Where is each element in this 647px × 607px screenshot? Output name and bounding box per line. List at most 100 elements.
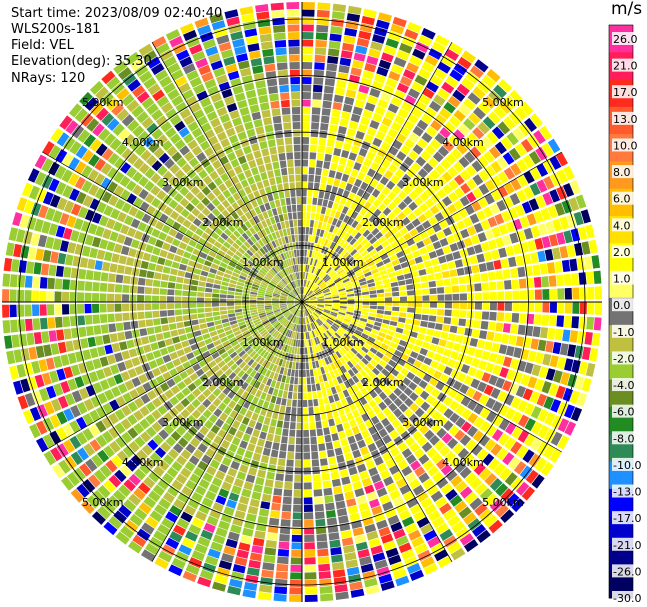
- velocity-gate: [334, 277, 341, 283]
- velocity-gate: [345, 183, 353, 192]
- velocity-gate: [303, 272, 305, 279]
- velocity-gate: [382, 197, 392, 206]
- velocity-gate: [465, 275, 474, 284]
- velocity-gate: [400, 261, 409, 269]
- velocity-gate: [488, 111, 501, 125]
- velocity-gate: [309, 297, 317, 300]
- velocity-gate: [575, 194, 587, 209]
- velocity-gate: [417, 138, 428, 149]
- velocity-gate: [309, 298, 317, 301]
- velocity-gate: [393, 89, 406, 100]
- velocity-gate: [421, 27, 436, 40]
- velocity-gate: [309, 159, 316, 167]
- velocity-gate: [315, 290, 322, 295]
- velocity-gate: [331, 292, 339, 296]
- velocity-gate: [354, 178, 363, 188]
- velocity-gate: [503, 182, 515, 195]
- velocity-gate: [434, 133, 446, 145]
- velocity-gate: [385, 38, 399, 49]
- velocity-gate: [384, 169, 394, 180]
- velocity-gate: [318, 253, 323, 261]
- velocity-gate: [349, 237, 357, 246]
- velocity-gate: [323, 289, 330, 294]
- velocity-gate: [330, 286, 337, 291]
- velocity-gate: [512, 243, 522, 255]
- velocity-gate: [363, 158, 373, 168]
- velocity-gate: [309, 220, 315, 228]
- velocity-gate: [369, 120, 380, 130]
- velocity-gate: [500, 136, 513, 150]
- velocity-gate: [470, 234, 480, 245]
- velocity-gate: [360, 77, 372, 87]
- velocity-gate: [569, 180, 581, 195]
- velocity-gate: [306, 249, 310, 257]
- velocity-gate: [334, 264, 341, 272]
- velocity-gate: [345, 89, 357, 99]
- velocity-gate: [315, 167, 322, 176]
- velocity-gate: [453, 109, 466, 122]
- velocity-gate: [352, 106, 363, 116]
- velocity-gate: [375, 280, 383, 286]
- velocity-gate: [549, 155, 562, 170]
- velocity-gate: [382, 84, 395, 95]
- velocity-gate: [339, 197, 347, 206]
- velocity-gate: [304, 272, 307, 280]
- velocity-gate: [573, 211, 584, 226]
- velocity-gate: [447, 261, 456, 270]
- velocity-gate: [429, 138, 441, 150]
- velocity-gate: [486, 68, 501, 83]
- velocity-gate: [481, 74, 496, 88]
- velocity-gate: [493, 105, 507, 119]
- velocity-gate: [454, 259, 464, 268]
- velocity-gate: [323, 230, 329, 239]
- velocity-gate: [523, 186, 534, 199]
- velocity-gate: [510, 178, 522, 191]
- velocity-gate: [402, 206, 412, 216]
- velocity-gate: [503, 167, 516, 180]
- velocity-gate: [356, 271, 364, 277]
- velocity-gate: [353, 162, 362, 171]
- velocity-gate: [497, 171, 509, 184]
- velocity-gate: [382, 207, 392, 216]
- velocity-gate: [407, 113, 419, 125]
- velocity-gate: [421, 282, 429, 289]
- velocity-gate: [486, 131, 499, 145]
- velocity-gate: [357, 235, 365, 243]
- velocity-gate: [302, 152, 309, 159]
- velocity-gate: [453, 63, 468, 76]
- velocity-gate: [378, 248, 386, 256]
- velocity-gate: [402, 69, 416, 80]
- velocity-gate: [386, 180, 396, 190]
- colorbar-tick-label: -13.0: [613, 486, 641, 499]
- velocity-gate: [411, 218, 421, 228]
- velocity-gate: [547, 138, 561, 154]
- velocity-gate: [305, 264, 308, 272]
- velocity-gate: [381, 240, 390, 248]
- velocity-gate: [372, 198, 382, 208]
- velocity-gate: [390, 63, 404, 75]
- velocity-gate: [548, 234, 559, 247]
- velocity-gate: [478, 169, 490, 182]
- velocity-gate: [344, 283, 352, 288]
- velocity-gate: [339, 292, 347, 296]
- velocity-gate: [418, 269, 427, 276]
- velocity-gate: [424, 54, 439, 67]
- velocity-gate: [322, 199, 329, 207]
- velocity-gate: [393, 231, 402, 240]
- velocity-gate: [462, 98, 476, 111]
- velocity-gate: [320, 284, 327, 290]
- velocity-gate: [498, 79, 513, 93]
- velocity-gate: [456, 83, 470, 96]
- velocity-gate: [311, 274, 316, 282]
- velocity-gate: [526, 213, 537, 226]
- velocity-gate: [489, 302, 497, 311]
- velocity-gate: [322, 100, 332, 109]
- velocity-gate: [441, 81, 455, 94]
- velocity-gate: [315, 39, 327, 48]
- velocity-gate: [330, 26, 343, 35]
- start-time-label: Start time: 2023/08/09 02:40:40: [11, 6, 223, 21]
- velocity-gate: [563, 165, 575, 181]
- velocity-gate: [339, 239, 346, 247]
- velocity-gate: [505, 221, 516, 233]
- colorbar-unit: m/s: [611, 0, 643, 19]
